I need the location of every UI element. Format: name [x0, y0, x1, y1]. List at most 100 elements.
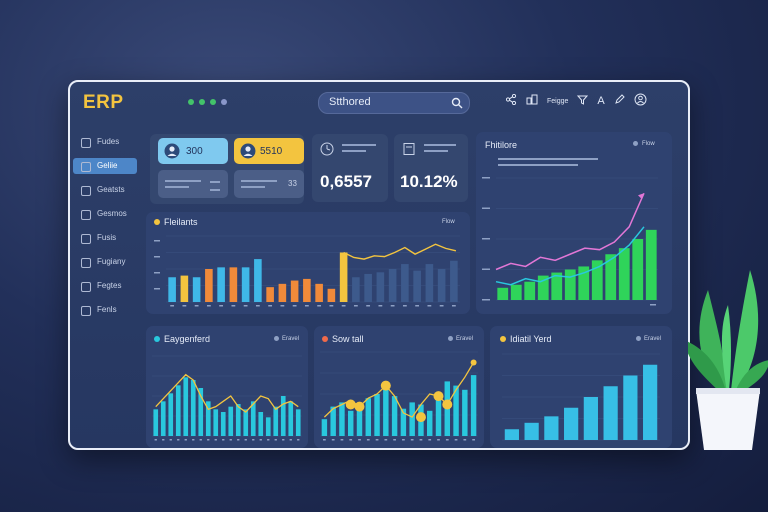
x-tick-label — [162, 439, 165, 441]
search-box[interactable]: Stthored — [318, 92, 470, 114]
bar — [241, 267, 250, 302]
bar — [383, 385, 389, 436]
chart-panel-bottom-middle: Sow tall Eravel — [314, 326, 484, 448]
window-dot — [221, 99, 227, 105]
kpi-tile-4[interactable]: 33 — [234, 170, 304, 198]
bar — [198, 388, 204, 436]
sidebar-item-7[interactable]: Fenls — [73, 302, 137, 318]
menu-item-icon — [81, 306, 91, 316]
share-icon[interactable] — [505, 93, 517, 108]
x-tick-label — [214, 439, 217, 441]
sidebar-item-label: Gesmos — [97, 209, 127, 218]
legend-dot — [636, 336, 641, 341]
x-tick-label — [207, 439, 210, 441]
menu-item-icon — [81, 234, 91, 244]
sidebar-item-0[interactable]: Fudes — [73, 134, 137, 150]
kpi-group: 300 5510 33 — [150, 134, 304, 204]
filter-icon[interactable] — [577, 94, 589, 108]
arrow-head — [638, 193, 644, 200]
x-tick-label — [243, 305, 248, 307]
bar — [391, 396, 398, 436]
panel-title: Sow tall — [332, 334, 364, 344]
bar — [205, 269, 213, 302]
menu-item-icon — [81, 282, 91, 292]
sidebar-item-4[interactable]: Fusis — [73, 230, 137, 246]
x-tick-label — [206, 305, 211, 307]
toolbar-icons: Feigge A — [505, 93, 647, 109]
kpi-tile-1[interactable]: 300 — [158, 138, 228, 164]
bar — [168, 277, 176, 302]
bar — [645, 229, 657, 300]
stat-card-1[interactable]: 0,6557 — [312, 134, 388, 202]
bar — [352, 277, 360, 302]
kpi-tile-3[interactable] — [158, 170, 228, 198]
y-tick-label — [482, 299, 490, 301]
x-tick-label — [454, 439, 458, 441]
bar — [160, 401, 166, 436]
bar — [623, 375, 638, 440]
x-tick-label — [384, 439, 388, 441]
chart-panel-middle: Fleilants Flow — [146, 212, 470, 314]
data-point — [415, 412, 426, 423]
bar — [450, 260, 458, 302]
x-tick-label — [323, 439, 326, 441]
search-input[interactable]: Stthored — [329, 96, 371, 108]
bar — [453, 385, 459, 436]
x-tick-label — [304, 305, 309, 307]
bar — [348, 410, 354, 436]
bar — [435, 398, 442, 436]
x-tick-label — [445, 439, 449, 441]
x-tick-label — [252, 439, 255, 441]
bar — [180, 275, 189, 302]
bar — [365, 398, 371, 436]
search-icon[interactable] — [451, 96, 463, 114]
bar — [603, 386, 618, 440]
placeholder-line — [165, 180, 201, 182]
sidebar-item-5[interactable]: Fugiany — [73, 254, 137, 270]
x-tick-label — [222, 439, 225, 441]
x-tick-label — [170, 305, 175, 307]
toolbar-label[interactable]: Feigge — [547, 97, 569, 105]
data-point — [380, 380, 391, 391]
sidebar-item-1[interactable]: Geliie — [73, 158, 137, 174]
bar — [388, 269, 397, 302]
text-icon[interactable]: A — [597, 95, 605, 107]
sidebar-item-2[interactable]: Geatsts — [73, 182, 137, 198]
menu-item-icon — [81, 186, 91, 196]
data-point — [433, 391, 444, 402]
y-tick-label — [154, 272, 160, 274]
bar — [470, 375, 477, 436]
placeholder-line — [342, 150, 366, 152]
window-dot — [210, 99, 216, 105]
sidebar-item-6[interactable]: Fegtes — [73, 278, 137, 294]
sidebar-item-label: Fugiany — [97, 257, 126, 266]
stat-card-2[interactable]: 10.12% — [394, 134, 468, 202]
x-tick-label — [331, 439, 335, 441]
bar — [564, 407, 579, 440]
bar — [462, 389, 468, 436]
stack-icon[interactable] — [526, 94, 538, 108]
bar — [265, 417, 271, 436]
bar — [591, 260, 603, 300]
edit-icon[interactable] — [614, 94, 625, 108]
bar — [273, 406, 279, 436]
bar — [524, 422, 539, 440]
kpi-tile-2[interactable]: 5510 — [234, 138, 304, 164]
bar — [278, 283, 287, 302]
bar — [537, 275, 549, 300]
bar — [583, 397, 598, 440]
chart-middle — [154, 235, 460, 307]
x-tick-label — [451, 305, 456, 307]
placeholder-line — [424, 150, 448, 152]
chart-bottom-middle — [320, 351, 478, 441]
window-dot — [188, 99, 194, 105]
sidebar-item-3[interactable]: Gesmos — [73, 206, 137, 222]
bar — [183, 377, 189, 436]
clock-icon — [320, 142, 334, 156]
document-icon — [403, 143, 415, 155]
bar — [243, 409, 249, 436]
x-tick-label — [463, 439, 467, 441]
placeholder-line — [241, 186, 265, 188]
series-line — [323, 362, 475, 418]
profile-icon[interactable] — [634, 93, 647, 109]
